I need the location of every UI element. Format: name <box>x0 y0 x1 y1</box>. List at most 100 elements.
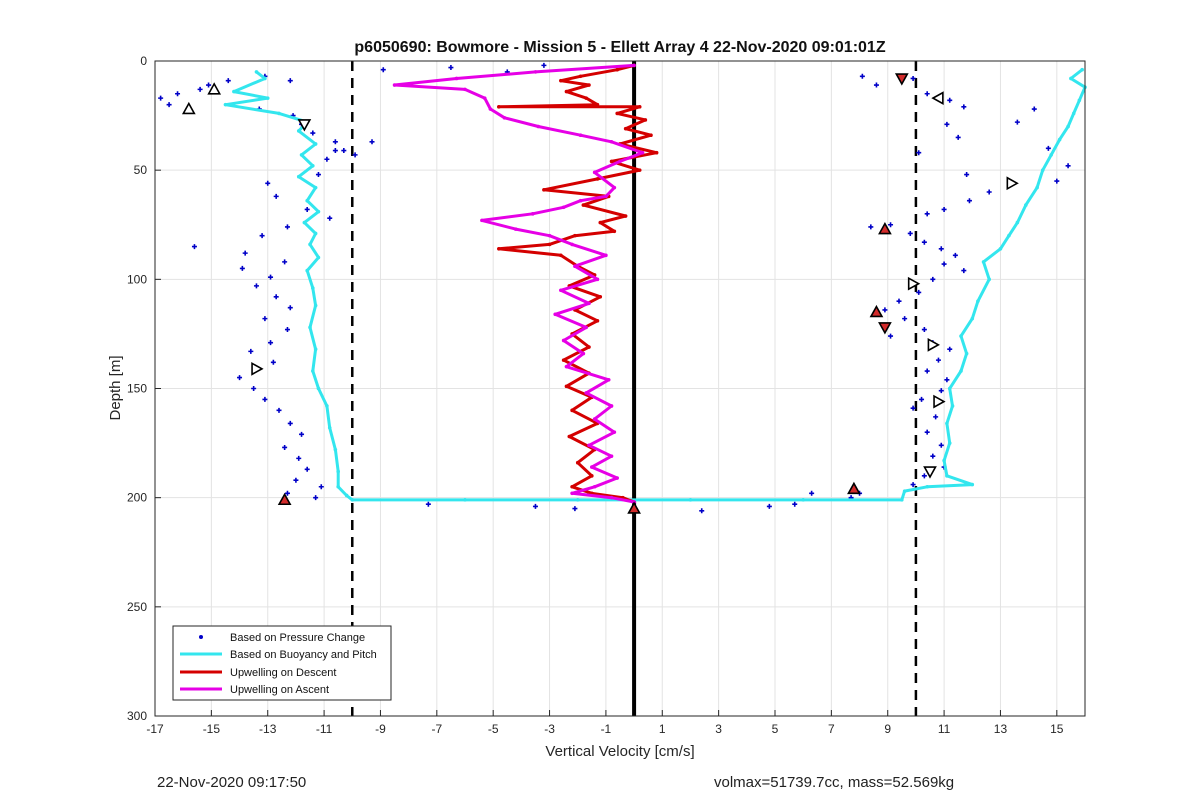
buoyancy-point <box>305 268 309 273</box>
descent-point <box>595 177 600 181</box>
pressure-point <box>315 172 321 178</box>
pressure-point <box>341 148 347 154</box>
legend-label-buoyancy: Based on Buoyancy and Pitch <box>230 649 377 661</box>
descent-point <box>609 159 614 164</box>
pressure-point <box>287 305 293 311</box>
buoyancy-point <box>311 164 315 168</box>
legend-item-buoyancy: Based on Buoyancy and Pitch <box>180 649 377 661</box>
x-tick-label: 9 <box>884 722 891 736</box>
pressure-point <box>262 396 268 402</box>
buoyancy-point <box>463 498 467 502</box>
descent-point <box>584 96 588 100</box>
buoyancy-point <box>1071 111 1076 116</box>
pressure-point <box>986 189 992 195</box>
pressure-point <box>964 172 970 178</box>
buoyancy-point <box>947 386 952 391</box>
descent-point <box>615 111 619 116</box>
buoyancy-point <box>313 185 318 190</box>
pressure-point <box>287 78 293 84</box>
ascent-point <box>463 87 467 92</box>
buoyancy-point <box>950 404 955 408</box>
triangle-marker <box>251 361 264 376</box>
descent-point <box>590 474 594 478</box>
pressure-point <box>293 477 299 483</box>
ascent-point <box>595 277 600 282</box>
ascent-point <box>559 288 563 293</box>
ascent-point <box>609 404 614 408</box>
pressure-point <box>369 139 375 145</box>
buoyancy-point <box>223 102 228 107</box>
buoyancy-point <box>344 493 349 498</box>
pressure-point <box>924 211 930 217</box>
pressure-point <box>242 250 248 256</box>
descent-point <box>595 319 600 323</box>
ascent-point <box>609 495 614 500</box>
buoyancy-point <box>902 489 907 493</box>
triangle-marker <box>923 466 937 479</box>
buoyancy-point <box>981 260 986 264</box>
pressure-point <box>916 289 922 295</box>
x-axis-label: Vertical Velocity [cm/s] <box>545 743 694 760</box>
descent-point <box>615 67 619 72</box>
buoyancy-point <box>1007 233 1011 238</box>
pressure-point <box>318 484 324 490</box>
buoyancy-point <box>1024 203 1028 207</box>
pressure-point <box>268 340 274 346</box>
pressure-point <box>921 327 927 333</box>
pressure-point <box>166 102 172 108</box>
descent-point <box>561 358 566 362</box>
x-tick-label: -1 <box>601 722 612 736</box>
buoyancy-point <box>998 246 1003 251</box>
pressure-point <box>327 215 333 221</box>
buoyancy-point <box>313 231 318 236</box>
pressure-point <box>1014 119 1020 125</box>
buoyancy-point <box>313 347 318 352</box>
triangle-marker <box>627 501 641 514</box>
buoyancy-point <box>313 142 318 146</box>
x-tick-label: 5 <box>772 722 779 736</box>
ascent-point <box>609 454 614 458</box>
buoyancy-point <box>263 76 267 81</box>
descent-point <box>612 229 617 234</box>
pressure-point <box>282 444 288 450</box>
pressure-point <box>935 357 941 363</box>
x-tick-label: -9 <box>375 722 386 736</box>
buoyancy-point <box>232 89 236 94</box>
pressure-point <box>1031 106 1037 112</box>
ascent-point <box>584 325 588 330</box>
grid-lines <box>154 60 1085 717</box>
buoyancy-point <box>1015 220 1020 225</box>
ascent-point <box>561 205 566 210</box>
pressure-point <box>304 466 310 472</box>
buoyancy-point <box>1035 185 1039 190</box>
pressure-point <box>284 327 290 333</box>
pressure-point <box>206 82 212 88</box>
triangle-marker <box>869 304 884 318</box>
legend: Based on Pressure Change Based on Buoyan… <box>172 625 392 701</box>
axis-ticks: -17 -15 -13 -11 -9 -7 -5 -3 -1 1 3 5 7 9 11 13 150501001… <box>127 54 1064 736</box>
buoyancy-point <box>316 209 321 214</box>
pressure-point <box>273 193 279 199</box>
descent-point <box>575 460 580 465</box>
pressure-point <box>955 134 961 140</box>
buoyancy-point <box>1077 98 1082 103</box>
pressure-point <box>941 261 947 267</box>
triangle-marker <box>181 101 196 115</box>
x-tick-label: 1 <box>659 722 666 736</box>
footer-timestamp: 22-Nov-2020 09:17:50 <box>157 774 307 791</box>
pressure-point <box>924 91 930 97</box>
pressure-point <box>916 150 922 156</box>
pressure-point <box>961 268 967 274</box>
pressure-point <box>276 407 282 413</box>
legend-label-ascent: Upwelling on Ascent <box>230 684 329 696</box>
pressure-point <box>332 148 338 154</box>
descent-point <box>649 133 653 138</box>
ascent-point <box>578 198 583 203</box>
ascent-point <box>587 443 591 448</box>
triangle-marker <box>927 337 940 352</box>
descent-point <box>637 168 642 172</box>
pressure-point <box>239 265 245 271</box>
pressure-point <box>933 414 939 420</box>
pressure-point <box>924 368 930 374</box>
pressure-point <box>809 490 815 496</box>
